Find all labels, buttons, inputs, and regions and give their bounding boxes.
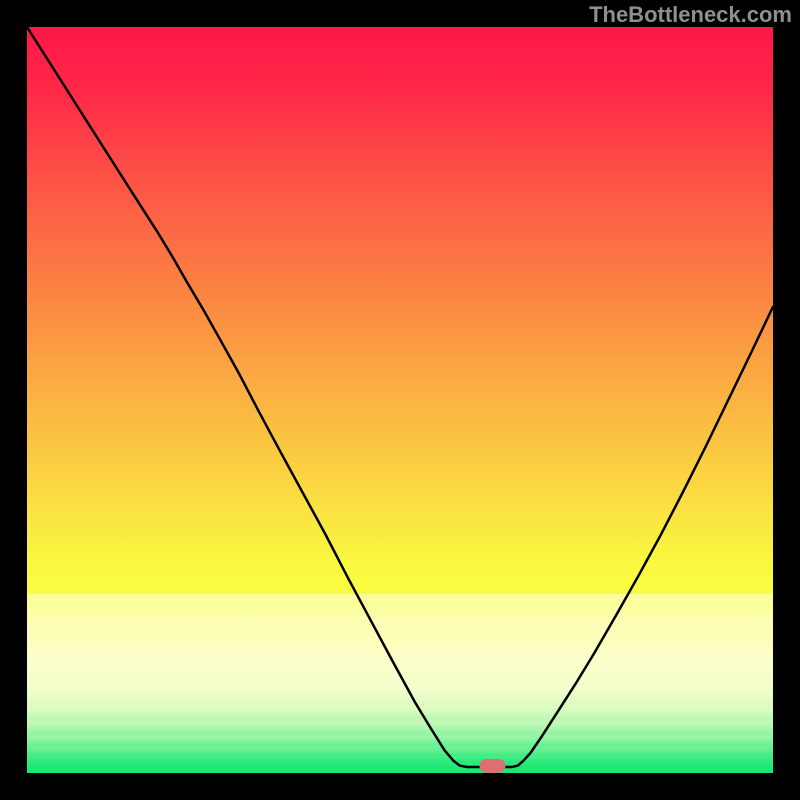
chart-frame: TheBottleneck.com xyxy=(0,0,800,800)
plot-background xyxy=(27,27,773,773)
optimum-marker xyxy=(480,759,506,773)
bottleneck-chart xyxy=(0,0,800,800)
watermark-text: TheBottleneck.com xyxy=(589,2,792,28)
